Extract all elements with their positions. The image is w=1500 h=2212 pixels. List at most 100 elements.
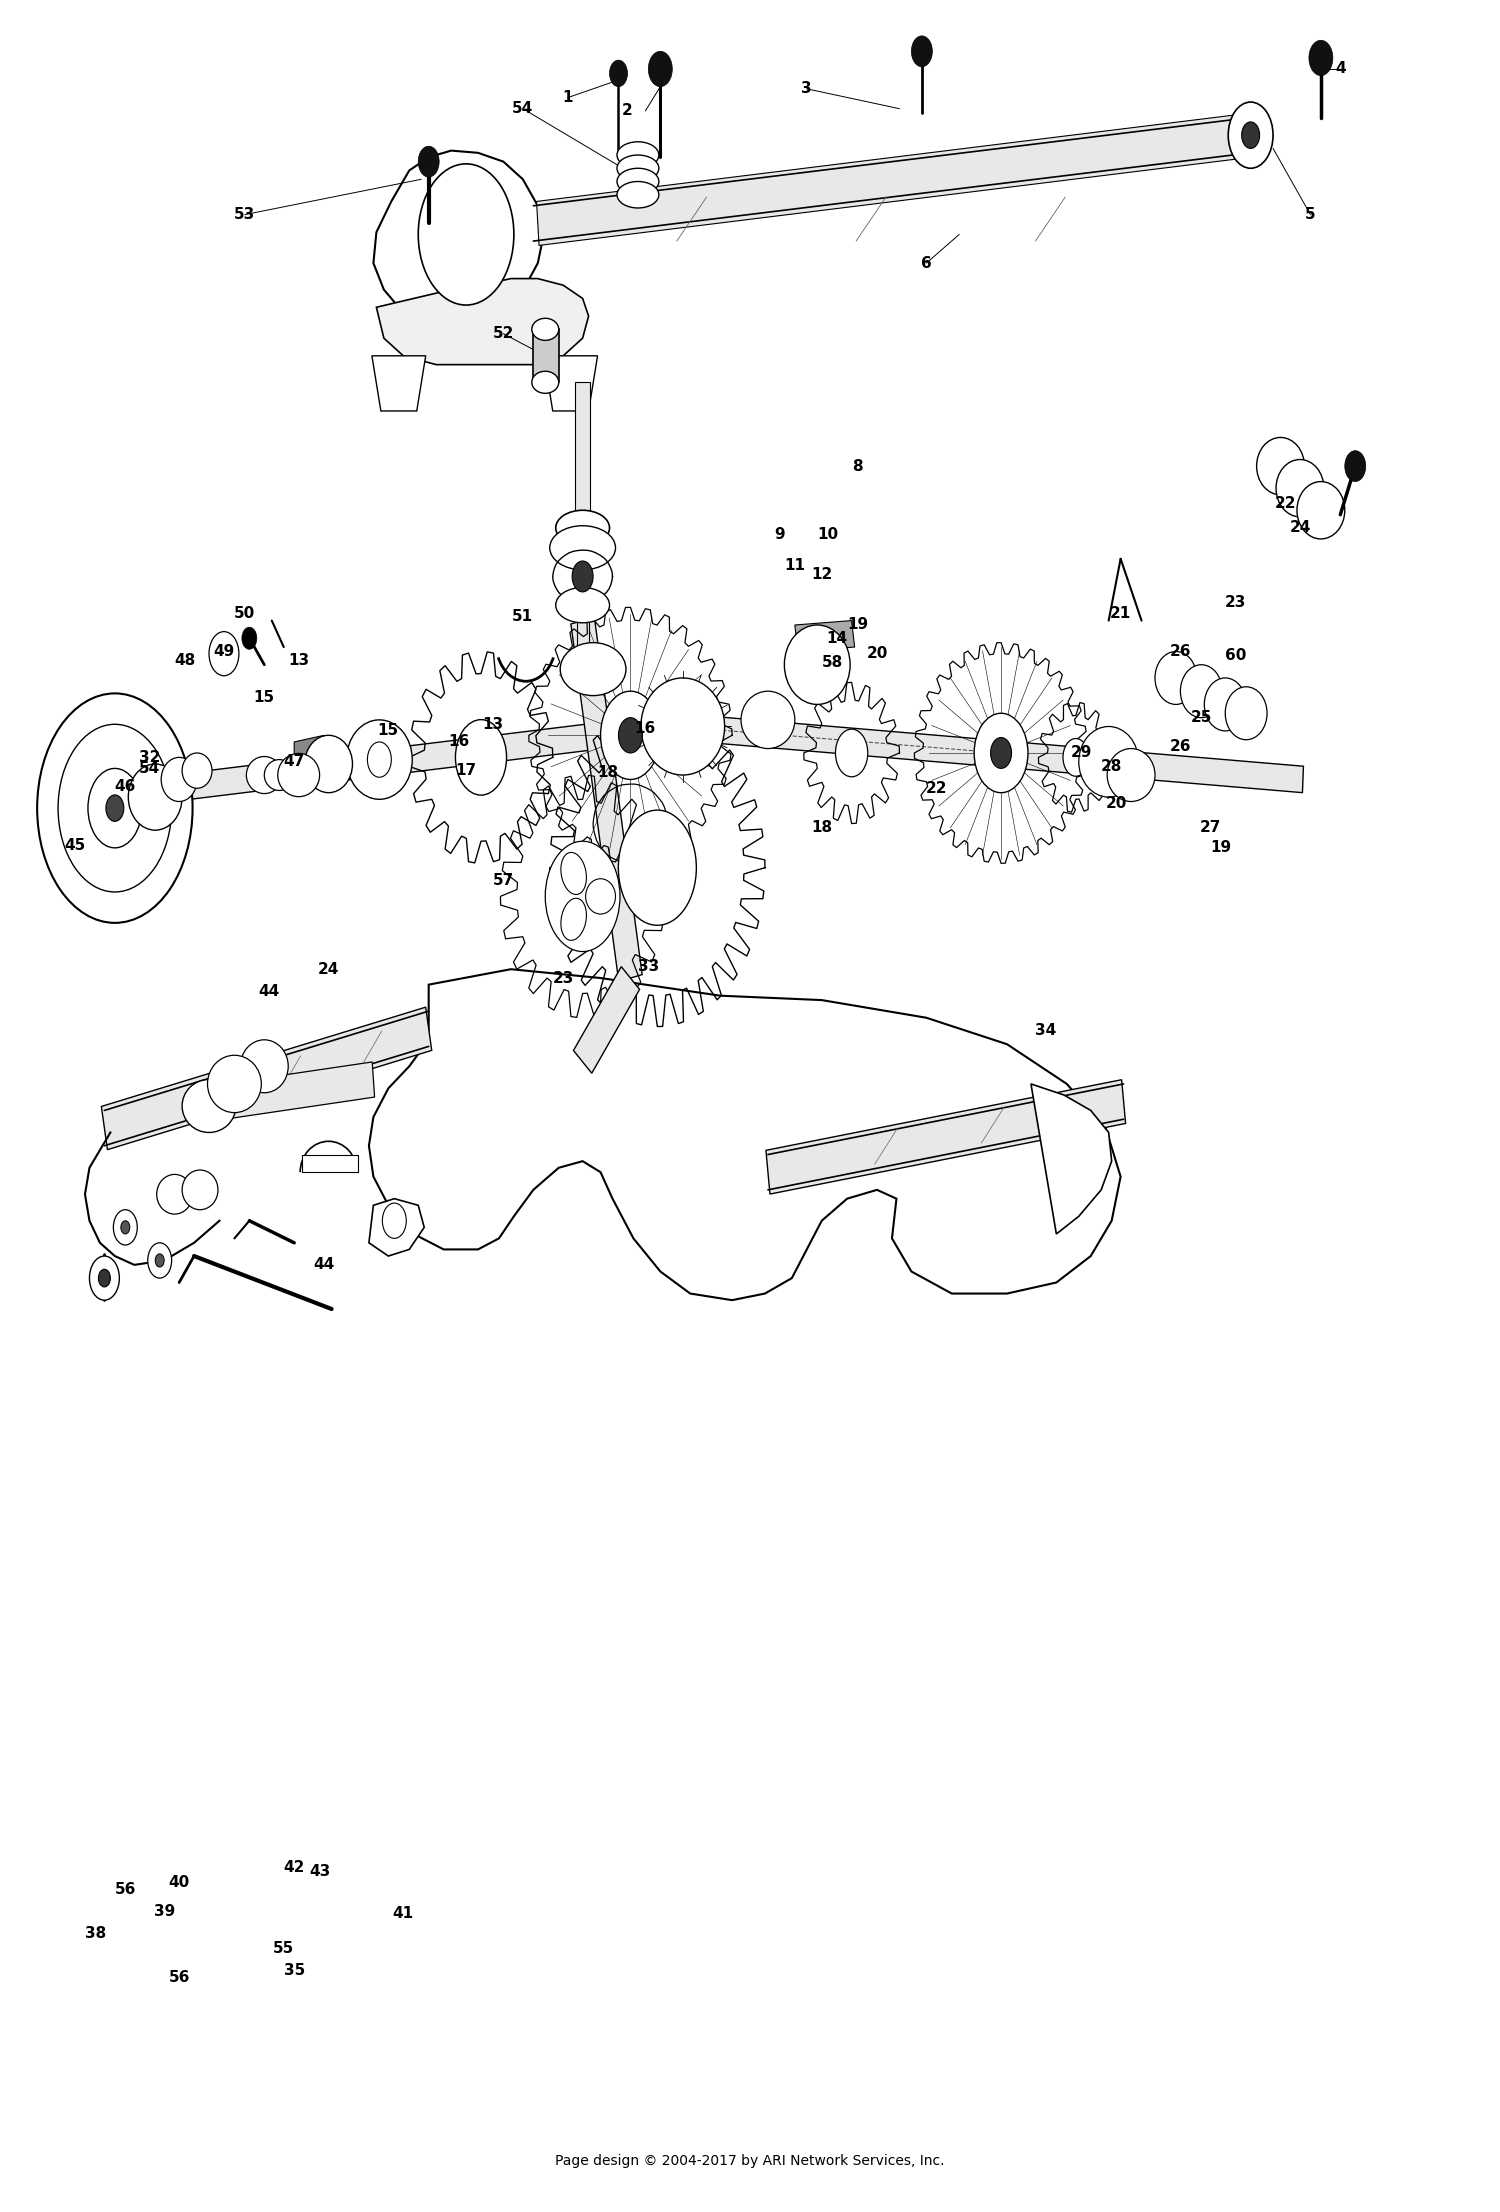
Polygon shape (369, 969, 1120, 1301)
Text: 55: 55 (273, 1942, 294, 1955)
Polygon shape (766, 1079, 1125, 1194)
Circle shape (546, 841, 620, 951)
Circle shape (122, 1221, 130, 1234)
Ellipse shape (616, 142, 658, 168)
Text: 18: 18 (597, 765, 618, 781)
Circle shape (974, 712, 1028, 792)
Text: 20: 20 (1106, 796, 1126, 812)
Ellipse shape (304, 734, 352, 792)
Text: 56: 56 (114, 1882, 136, 1896)
Text: 40: 40 (168, 1876, 189, 1891)
Text: 16: 16 (634, 721, 656, 737)
Text: 57: 57 (494, 874, 514, 889)
Text: 11: 11 (784, 557, 806, 573)
Text: 16: 16 (448, 734, 470, 750)
Circle shape (419, 164, 514, 305)
Text: 2: 2 (622, 104, 633, 119)
Text: 58: 58 (822, 655, 843, 670)
Text: 1: 1 (562, 91, 573, 106)
Ellipse shape (616, 168, 658, 195)
Text: 35: 35 (284, 1964, 304, 1978)
Text: 50: 50 (234, 606, 255, 622)
Circle shape (572, 562, 592, 593)
Text: 26: 26 (1170, 739, 1191, 754)
Text: 6: 6 (921, 257, 932, 270)
Ellipse shape (182, 752, 212, 787)
Text: 22: 22 (926, 781, 948, 796)
Text: 52: 52 (492, 325, 514, 341)
Polygon shape (374, 150, 544, 319)
Polygon shape (372, 356, 426, 411)
Ellipse shape (616, 155, 658, 181)
Ellipse shape (207, 1055, 261, 1113)
Circle shape (106, 794, 124, 821)
Polygon shape (369, 1199, 424, 1256)
Circle shape (382, 1203, 406, 1239)
Circle shape (368, 741, 392, 776)
Text: 42: 42 (284, 1860, 304, 1876)
Circle shape (912, 35, 933, 66)
Polygon shape (1030, 1084, 1112, 1234)
Ellipse shape (555, 511, 609, 546)
Circle shape (648, 51, 672, 86)
Circle shape (58, 723, 171, 891)
Text: 44: 44 (314, 1256, 334, 1272)
Ellipse shape (741, 690, 795, 748)
Ellipse shape (1298, 482, 1346, 540)
Text: 19: 19 (1210, 841, 1231, 856)
Ellipse shape (278, 754, 320, 796)
Text: 13: 13 (288, 653, 309, 668)
Circle shape (114, 1210, 138, 1245)
Ellipse shape (640, 677, 724, 774)
Circle shape (1242, 122, 1260, 148)
Circle shape (88, 768, 142, 847)
Ellipse shape (585, 878, 615, 914)
Polygon shape (376, 279, 588, 365)
Ellipse shape (156, 1175, 192, 1214)
Text: 5: 5 (1305, 208, 1316, 221)
Text: 28: 28 (1101, 759, 1122, 774)
Text: ARI: ARI (633, 1004, 867, 1119)
Text: 54: 54 (512, 102, 534, 117)
Circle shape (1346, 451, 1365, 482)
Text: 34: 34 (1035, 1024, 1056, 1037)
Circle shape (456, 719, 507, 794)
Ellipse shape (1204, 677, 1246, 730)
Ellipse shape (160, 757, 196, 801)
Ellipse shape (240, 1040, 288, 1093)
Ellipse shape (346, 719, 412, 799)
Polygon shape (194, 1062, 375, 1124)
Text: Page design © 2004-2017 by ARI Network Services, Inc.: Page design © 2004-2017 by ARI Network S… (555, 2154, 945, 2168)
Text: 32: 32 (138, 750, 160, 765)
Polygon shape (102, 1006, 432, 1150)
Text: 20: 20 (867, 646, 888, 661)
Text: 24: 24 (1290, 520, 1311, 535)
Text: 25: 25 (1191, 710, 1212, 726)
Ellipse shape (555, 588, 609, 624)
Text: 14: 14 (827, 630, 848, 646)
Text: 54: 54 (138, 761, 160, 776)
Ellipse shape (532, 372, 558, 394)
Circle shape (554, 852, 612, 940)
Text: 56: 56 (168, 1971, 190, 1984)
Polygon shape (572, 617, 642, 982)
Ellipse shape (532, 319, 558, 341)
Polygon shape (576, 606, 588, 668)
Text: 43: 43 (309, 1865, 330, 1880)
Text: 22: 22 (1275, 495, 1296, 511)
Circle shape (1310, 40, 1334, 75)
Text: 15: 15 (254, 690, 274, 706)
Ellipse shape (616, 181, 658, 208)
Polygon shape (573, 967, 639, 1073)
Text: 23: 23 (1226, 595, 1246, 611)
Ellipse shape (129, 763, 182, 830)
Circle shape (242, 628, 256, 650)
Text: 44: 44 (258, 984, 279, 1000)
Ellipse shape (1078, 726, 1138, 796)
Text: 21: 21 (1110, 606, 1131, 622)
Ellipse shape (1107, 748, 1155, 801)
Circle shape (990, 737, 1011, 768)
Text: 23: 23 (552, 971, 574, 987)
Ellipse shape (264, 759, 294, 790)
Text: 49: 49 (213, 644, 234, 659)
